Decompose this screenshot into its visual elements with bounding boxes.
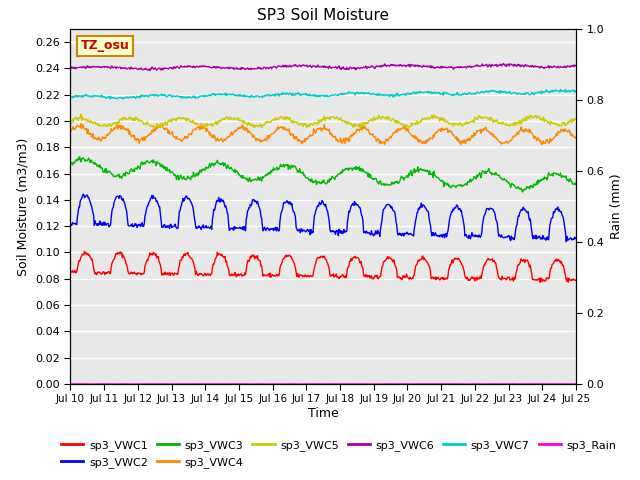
Text: TZ_osu: TZ_osu [81,39,129,52]
Y-axis label: Soil Moisture (m3/m3): Soil Moisture (m3/m3) [17,137,29,276]
Y-axis label: Rain (mm): Rain (mm) [610,174,623,239]
X-axis label: Time: Time [308,407,339,420]
Title: SP3 Soil Moisture: SP3 Soil Moisture [257,9,389,24]
Legend: sp3_VWC1, sp3_VWC2, sp3_VWC3, sp3_VWC4, sp3_VWC5, sp3_VWC6, sp3_VWC7, sp3_Rain: sp3_VWC1, sp3_VWC2, sp3_VWC3, sp3_VWC4, … [57,436,621,472]
